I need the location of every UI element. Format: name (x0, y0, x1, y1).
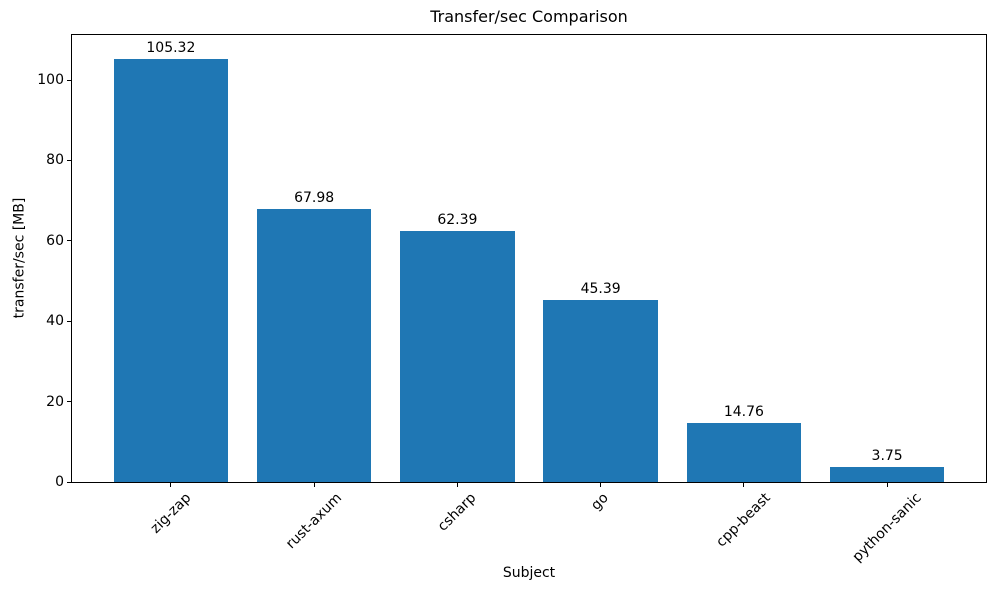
y-tick-label: 20 (46, 393, 64, 410)
y-tick-mark (67, 159, 71, 161)
x-tick-label-text: zig-zap (147, 490, 194, 537)
y-tick-mark (67, 320, 71, 322)
y-tick-mark (67, 79, 71, 81)
x-axis-label: Subject (502, 565, 556, 581)
x-tick-label-text: python-sanic (849, 490, 925, 566)
bar-value-label: 3.75 (871, 447, 903, 464)
y-axis-label: transfer/sec [MB] (5, 34, 33, 481)
bar (256, 208, 372, 482)
bar (400, 231, 515, 482)
y-tick-label: 40 (46, 313, 64, 330)
y-tick-mark (67, 481, 71, 483)
x-tick-label-text: go (588, 490, 612, 514)
y-tick-mark (67, 240, 71, 242)
chart-title: Transfer/sec Comparison (430, 7, 628, 26)
bar-value-label: 14.76 (723, 403, 764, 420)
bar-value-label: 105.32 (146, 39, 196, 56)
x-tick-mark (743, 483, 745, 487)
bar-value-label: 62.39 (437, 212, 478, 229)
x-tick-label-text: cpp-beast (713, 490, 774, 551)
y-tick-mark (67, 401, 71, 403)
bar (686, 422, 802, 482)
x-tick-label-text: csharp (434, 490, 480, 535)
plot-area: 0 20 40 60 80 100 105.32 zig-zap 67.98 rust-axum 6… (37, 34, 987, 565)
bar (543, 299, 658, 482)
x-tick-mark (456, 483, 458, 487)
y-tick-label: 100 (37, 72, 64, 89)
y-tick-label: 80 (46, 152, 64, 169)
x-tick-mark (886, 483, 888, 487)
bar (113, 58, 229, 482)
x-tick-label-text: rust-axum (282, 490, 345, 553)
bar-value-label: 67.98 (294, 189, 335, 206)
y-tick-label: 60 (46, 232, 64, 249)
y-axis-label-text: transfer/sec [MB] (11, 197, 28, 318)
bar-value-label: 45.39 (580, 280, 621, 297)
bar (829, 466, 945, 482)
x-tick-mark (313, 483, 315, 487)
x-tick-mark (170, 483, 172, 487)
y-tick-label: 0 (55, 474, 64, 490)
x-tick-mark (600, 483, 602, 487)
